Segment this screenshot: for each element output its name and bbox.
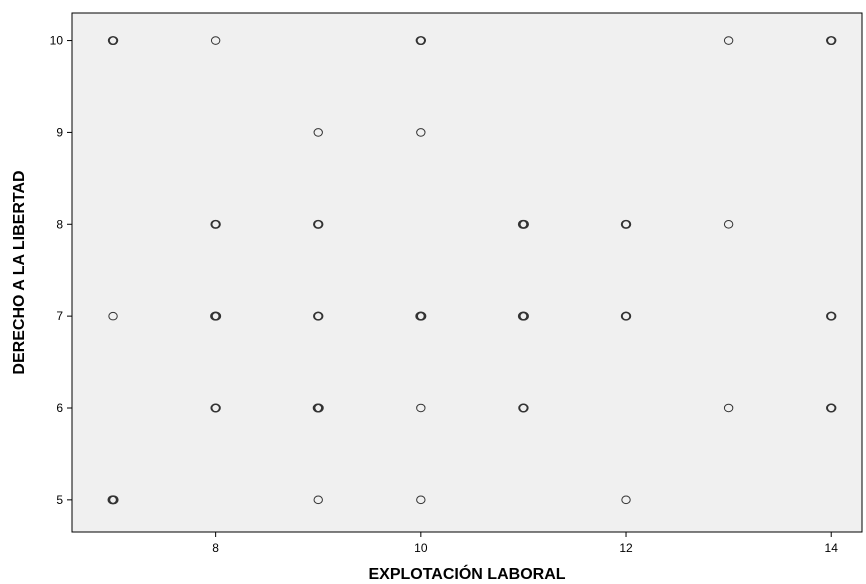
y-tick-label: 5 bbox=[56, 493, 63, 507]
data-point bbox=[416, 128, 426, 137]
data-point bbox=[621, 311, 632, 321]
data-point bbox=[826, 403, 837, 413]
data-point bbox=[313, 495, 323, 505]
data-point bbox=[314, 403, 324, 413]
x-tick-label: 14 bbox=[825, 541, 839, 555]
data-point bbox=[313, 128, 323, 137]
data-point bbox=[826, 311, 837, 321]
y-tick-label: 9 bbox=[56, 125, 63, 139]
plot-area bbox=[71, 12, 863, 533]
data-point bbox=[210, 36, 221, 45]
x-tick-label: 10 bbox=[414, 541, 428, 555]
data-point bbox=[313, 219, 324, 229]
data-points bbox=[107, 36, 837, 505]
data-point bbox=[723, 403, 734, 413]
data-point bbox=[519, 311, 529, 321]
y-tick-label: 10 bbox=[50, 34, 64, 48]
data-point bbox=[416, 495, 426, 505]
data-point bbox=[313, 311, 324, 321]
data-point bbox=[211, 403, 221, 413]
data-point bbox=[518, 403, 529, 413]
x-axis-ticks: 8 10 12 14 bbox=[212, 532, 838, 555]
data-point bbox=[211, 311, 222, 321]
data-point bbox=[416, 403, 426, 413]
data-point bbox=[621, 495, 631, 505]
y-axis-title: DERECHO A LA LIBERTAD bbox=[11, 170, 28, 374]
data-point bbox=[723, 219, 734, 229]
y-axis-ticks: 5 6 7 8 9 10 bbox=[50, 34, 72, 507]
data-point bbox=[826, 36, 837, 46]
data-point bbox=[416, 311, 427, 321]
y-tick-label: 6 bbox=[56, 401, 63, 415]
x-tick-label: 8 bbox=[212, 541, 219, 555]
y-tick-label: 8 bbox=[56, 217, 63, 231]
y-tick-label: 7 bbox=[56, 309, 63, 323]
data-point bbox=[108, 495, 119, 505]
data-point bbox=[416, 36, 427, 46]
x-axis-title: EXPLOTACIÓN LABORAL bbox=[368, 564, 565, 583]
data-point bbox=[108, 36, 119, 46]
data-point bbox=[723, 36, 734, 45]
x-tick-label: 12 bbox=[619, 541, 633, 555]
data-point bbox=[108, 311, 118, 321]
data-point bbox=[519, 219, 529, 229]
data-point bbox=[211, 219, 221, 229]
data-point bbox=[621, 219, 632, 229]
